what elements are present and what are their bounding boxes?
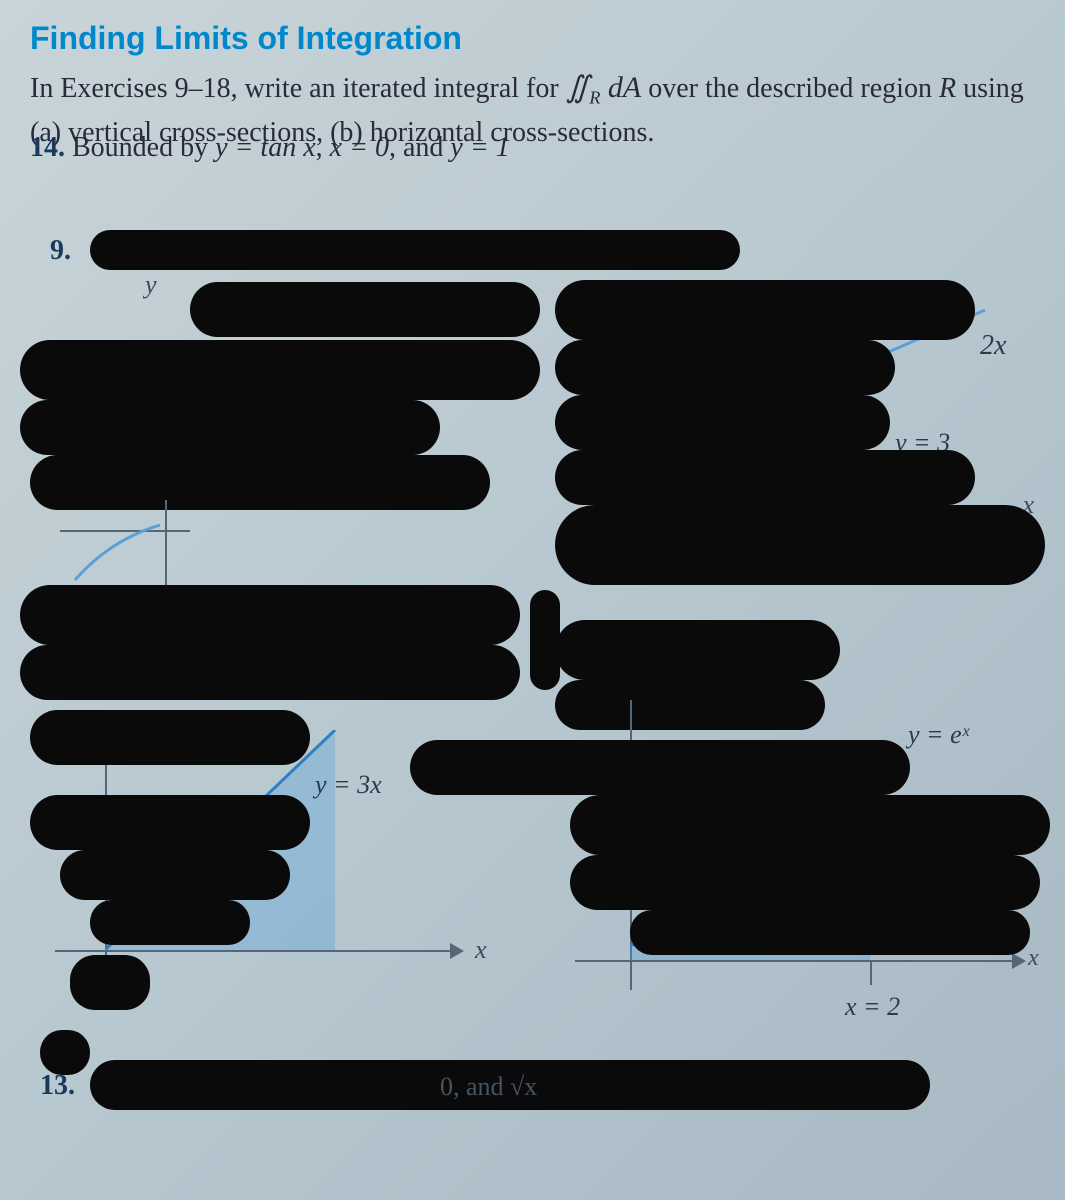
redaction xyxy=(20,340,540,400)
y-axis-label-topleft: y xyxy=(145,270,157,300)
curve-hint xyxy=(70,520,170,590)
redaction xyxy=(20,585,520,645)
redaction xyxy=(555,505,1045,585)
problem-13-partial: 0, and √x xyxy=(440,1072,537,1102)
arrow-head-icon xyxy=(1012,953,1026,969)
integral-symbol: ∬ xyxy=(566,71,590,104)
problem-14: 14. Bounded by y = tan x, x = 0, and y =… xyxy=(30,132,510,164)
redaction xyxy=(570,855,1040,910)
x-label-bottomleft: x xyxy=(475,935,487,965)
integral-subscript: R xyxy=(589,88,600,108)
redaction xyxy=(30,710,310,765)
eq-x2-label: x = 2 xyxy=(845,992,900,1022)
redaction xyxy=(555,280,975,340)
redaction xyxy=(90,230,740,270)
redaction xyxy=(555,620,840,680)
redaction xyxy=(30,795,310,850)
region-r: R xyxy=(939,73,956,104)
eq-tanx: y = tan x xyxy=(215,132,316,163)
instructions-middle: over the described region xyxy=(641,73,939,104)
redaction xyxy=(60,850,290,900)
problem-14-number: 14. xyxy=(30,132,65,163)
redaction xyxy=(555,450,975,505)
redaction xyxy=(90,900,250,945)
instructions-prefix: In Exercises 9–18, write an iterated int… xyxy=(30,73,566,104)
redaction xyxy=(30,455,490,510)
redaction xyxy=(20,400,440,455)
problem-14-text: Bounded by xyxy=(72,132,215,163)
redaction xyxy=(190,282,540,337)
sep2: , and xyxy=(389,132,450,163)
problem-9-number: 9. xyxy=(50,235,71,267)
redaction xyxy=(555,395,890,450)
redaction xyxy=(20,645,520,700)
eq-y3x-label: y = 3x xyxy=(315,770,382,800)
redaction xyxy=(410,740,910,795)
eq-ex-label: y = eˣ xyxy=(908,720,969,750)
section-title: Finding Limits of Integration xyxy=(30,20,1035,57)
eq-x0: x = 0 xyxy=(330,132,389,163)
eq-y1: y = 1 xyxy=(450,132,509,163)
redaction xyxy=(630,910,1030,955)
redaction xyxy=(70,955,150,1010)
sep1: , xyxy=(316,132,330,163)
redaction xyxy=(570,795,1050,855)
redaction xyxy=(555,340,895,395)
redaction xyxy=(40,1030,90,1075)
x-label-bottomright: x xyxy=(1028,945,1039,972)
arrow-head-icon xyxy=(450,943,464,959)
integral-da: dA xyxy=(600,71,641,104)
